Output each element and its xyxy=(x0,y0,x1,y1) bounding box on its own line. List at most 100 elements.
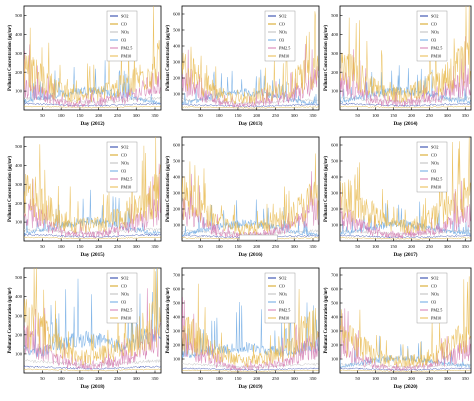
x-axis-label: Day (2016) xyxy=(238,251,262,258)
legend-label: SO2 xyxy=(279,14,286,19)
x-tick-label: 50 xyxy=(355,376,360,381)
legend-box xyxy=(264,272,296,324)
y-tick-label: 500 xyxy=(173,159,181,164)
y-tick-label: 300 xyxy=(15,313,23,318)
legend-label: PM2.5 xyxy=(121,308,132,313)
legend-label: SO2 xyxy=(279,276,286,281)
legend-label: O3 xyxy=(121,300,126,305)
y-tick-label: 600 xyxy=(173,12,181,17)
series-group xyxy=(24,137,161,240)
x-tick-label: 50 xyxy=(40,376,45,381)
x-tick-label: 250 xyxy=(272,113,280,118)
y-tick-label: 500 xyxy=(15,275,23,280)
x-tick-label: 150 xyxy=(76,244,84,249)
y-tick-label: 100 xyxy=(15,89,23,94)
legend-label: CO xyxy=(431,22,437,27)
legend-label: PM10 xyxy=(431,54,441,59)
y-axis-label: Pollutant Concentration (μg/m³) xyxy=(323,25,329,91)
series-line-pm10 xyxy=(340,276,471,368)
x-tick-label: 300 xyxy=(133,376,141,381)
panel-2: 50 100 150 200 250 300 350 100 200 300 400 500 600 Da… xyxy=(165,5,320,127)
y-tick-label: 500 xyxy=(331,13,339,18)
y-tick-label: 100 xyxy=(173,92,181,97)
x-tick-label: 350 xyxy=(310,244,318,249)
x-tick-label: 250 xyxy=(426,376,434,381)
x-tick-label: 300 xyxy=(291,376,299,381)
x-tick-label: 100 xyxy=(372,376,380,381)
legend-label: CO xyxy=(279,284,285,289)
legend-label: PM10 xyxy=(431,316,441,321)
legend-label: PM10 xyxy=(279,316,289,321)
y-tick-label: 500 xyxy=(331,159,339,164)
legend-box xyxy=(106,10,138,62)
panel-7: 50 100 150 200 250 300 350 100 200 300 400 500 Day (… xyxy=(7,267,162,390)
legend-label: CO xyxy=(121,284,127,289)
x-tick-label: 200 xyxy=(408,244,416,249)
series-line-co xyxy=(182,369,319,372)
x-tick-label: 350 xyxy=(462,244,470,249)
x-tick-label: 250 xyxy=(114,244,122,249)
x-tick-label: 300 xyxy=(444,244,452,249)
y-tick-label: 500 xyxy=(15,13,23,18)
y-tick-label: 700 xyxy=(331,273,339,278)
y-tick-label: 400 xyxy=(331,175,339,180)
legend-label: O3 xyxy=(279,300,284,305)
x-tick-label: 50 xyxy=(355,244,360,249)
series-line-nox xyxy=(340,362,471,369)
plot-frame xyxy=(23,267,162,374)
y-tick-label: 300 xyxy=(15,51,23,56)
legend-label: PM10 xyxy=(279,54,289,59)
series-line-pm25 xyxy=(182,297,319,371)
y-tick-label: 100 xyxy=(331,223,339,228)
series-line-so2 xyxy=(24,365,161,370)
x-tick-label: 50 xyxy=(355,113,360,118)
legend: SO2 CO NOx O3 PM2.5 PM10 xyxy=(416,272,448,324)
series-group xyxy=(340,137,471,240)
legend: SO2 CO NOx O3 PM2.5 PM10 xyxy=(416,141,448,193)
x-tick-label: 300 xyxy=(291,113,299,118)
x-axis-label: Day (2014) xyxy=(393,120,417,127)
y-tick-label: 200 xyxy=(15,201,23,206)
y-tick-label: 100 xyxy=(331,357,339,362)
series-line-so2 xyxy=(340,234,471,239)
y-tick-label: 200 xyxy=(331,343,339,348)
legend-box xyxy=(106,272,138,324)
series-line-so2 xyxy=(24,102,161,108)
y-tick-label: 700 xyxy=(173,273,181,278)
x-tick-label: 250 xyxy=(426,244,434,249)
y-tick-label: 400 xyxy=(173,175,181,180)
x-tick-label: 350 xyxy=(152,244,160,249)
panel-3: 50 100 150 200 250 300 350 100 200 300 400 500 Day (… xyxy=(323,5,472,127)
y-axis-label: Pollutant Concentration (μg/m³) xyxy=(7,156,13,222)
plot-frame xyxy=(339,267,472,374)
x-tick-label: 250 xyxy=(426,113,434,118)
series-line-o3 xyxy=(182,199,319,237)
x-tick-label: 100 xyxy=(58,113,66,118)
x-tick-label: 150 xyxy=(234,244,242,249)
x-tick-label: 100 xyxy=(58,376,66,381)
x-tick-label: 300 xyxy=(133,113,141,118)
legend-label: CO xyxy=(279,22,285,27)
panel-6: 50 100 150 200 250 300 350 100 200 300 400 500 600 Da… xyxy=(323,136,472,258)
legend-label: O3 xyxy=(431,169,436,174)
series-line-pm25 xyxy=(340,308,471,372)
x-tick-label: 150 xyxy=(390,376,398,381)
legend-label: CO xyxy=(121,153,127,158)
legend-label: NOx xyxy=(121,30,130,35)
legend-label: PM10 xyxy=(431,185,441,190)
y-tick-label: 200 xyxy=(331,70,339,75)
y-tick-label: 100 xyxy=(15,352,23,357)
x-tick-label: 350 xyxy=(462,113,470,118)
x-tick-label: 50 xyxy=(40,244,45,249)
x-tick-label: 50 xyxy=(198,244,203,249)
plot-frame xyxy=(23,136,162,242)
x-tick-label: 200 xyxy=(408,113,416,118)
series-line-co xyxy=(24,105,161,109)
x-tick-label: 150 xyxy=(76,376,84,381)
legend-label: PM2.5 xyxy=(279,46,290,51)
series-line-co xyxy=(340,105,471,109)
x-tick-label: 50 xyxy=(198,113,203,118)
y-tick-label: 300 xyxy=(331,51,339,56)
x-tick-label: 350 xyxy=(152,113,160,118)
legend-label: PM2.5 xyxy=(121,177,132,182)
